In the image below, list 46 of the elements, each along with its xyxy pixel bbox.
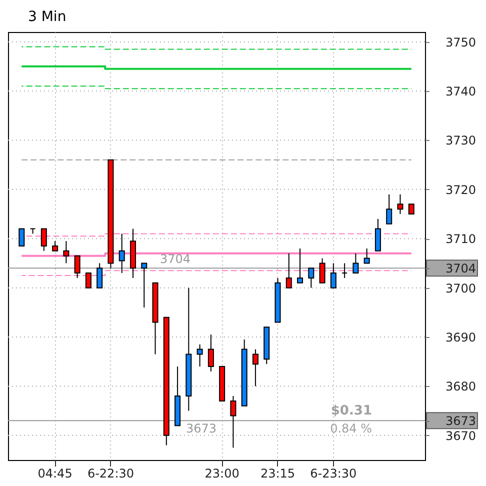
candlestick [308,268,314,288]
x-tick-label: 6-22:30 [87,466,134,480]
chart-title: 3 Min [28,9,66,25]
candlestick [141,262,148,308]
ref-line-label: 3704 [160,252,191,266]
candlestick [364,248,370,264]
candlestick [74,255,80,278]
candlestick [286,252,292,288]
candlestick [252,348,258,387]
candlestick [386,194,392,224]
candlestick [319,258,326,284]
ref-line-label: 3673 [186,422,217,436]
x-tick-label: 6-23:30 [310,466,357,480]
y-tick-label: 3670 [446,428,476,443]
y-tick-label: 3673 [446,414,476,428]
y-tick-label: 3700 [446,281,476,296]
candlestick [18,228,25,246]
y-tick-label: 3690 [446,330,476,345]
candlestick [408,204,414,215]
candlestick [330,262,336,288]
x-tick-label: 04:45 [38,466,72,480]
annotation: 0.84 % [330,422,372,436]
y-tick-label: 3720 [446,182,476,197]
candlestick [397,194,404,215]
candlestick [96,262,103,288]
x-tick-label: 23:00 [204,466,240,480]
candlestick [374,218,381,252]
y-tick-label: 3710 [446,232,476,246]
candlestick [208,334,214,372]
y-tick-label: 3730 [446,134,476,148]
candlestick [63,240,70,264]
candlestick [230,396,236,448]
candlestick [52,240,58,252]
candlestick [40,228,47,252]
y-tick-label: 3704 [446,262,476,276]
candlestick [196,344,203,368]
y-tick-label: 3680 [446,380,476,394]
candlestick [85,272,92,288]
annotation: $0.31 [330,404,372,419]
candlestick [352,252,359,274]
candlestick [297,248,304,284]
candlestick [118,233,125,274]
y-tick-label: 3750 [446,35,476,50]
x-tick-label: 23:15 [260,466,296,480]
y-tick-label: 3740 [446,84,476,99]
candlestick [342,262,348,278]
